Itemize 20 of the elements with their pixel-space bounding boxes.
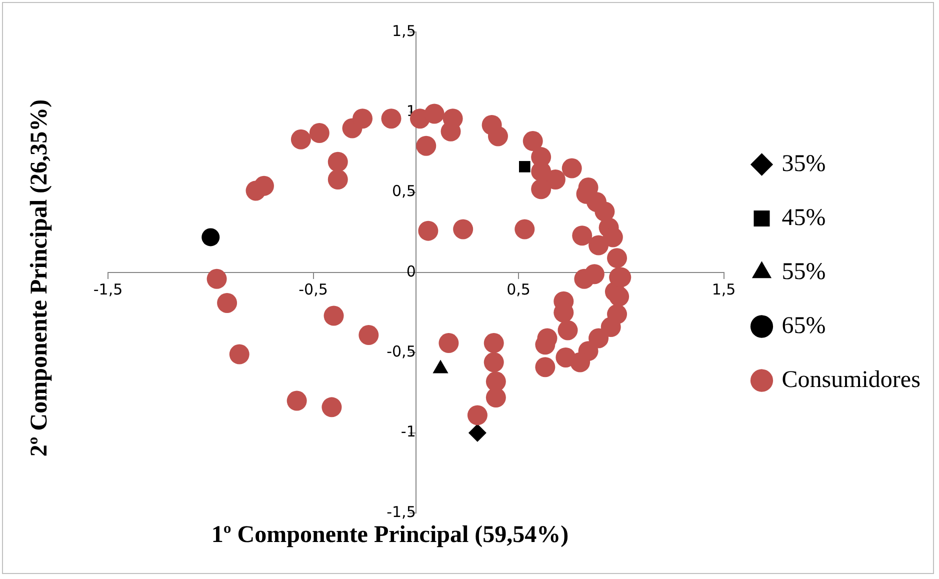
x-axis-title: 1º Componente Principal (59,54%) bbox=[210, 522, 570, 549]
legend-label: 35% bbox=[782, 150, 826, 177]
x-tick-label: 0,5 bbox=[506, 280, 530, 298]
y-tick-label: -0,5 bbox=[386, 342, 416, 361]
legend-label: 55% bbox=[782, 258, 826, 285]
y-axis-title: 2º Componente Principal (26,35%) bbox=[26, 99, 54, 457]
legend-label: 45% bbox=[782, 204, 826, 231]
point bbox=[202, 228, 220, 246]
x-tick-label: 1,5 bbox=[712, 280, 736, 298]
y-tick-label: -1 bbox=[400, 422, 416, 441]
x-tick-label: -1,5 bbox=[93, 280, 123, 298]
point bbox=[468, 424, 486, 442]
x-tick-label: -0,5 bbox=[298, 280, 328, 298]
legend-label: Consumidores bbox=[782, 366, 920, 393]
y-tick-label: -1,5 bbox=[386, 502, 416, 521]
point bbox=[519, 161, 530, 172]
y-tick-label: 0 bbox=[406, 262, 416, 280]
y-tick-label: 0,5 bbox=[392, 182, 416, 200]
legend-label: 65% bbox=[782, 312, 826, 339]
y-tick-label: 1,5 bbox=[392, 22, 416, 40]
